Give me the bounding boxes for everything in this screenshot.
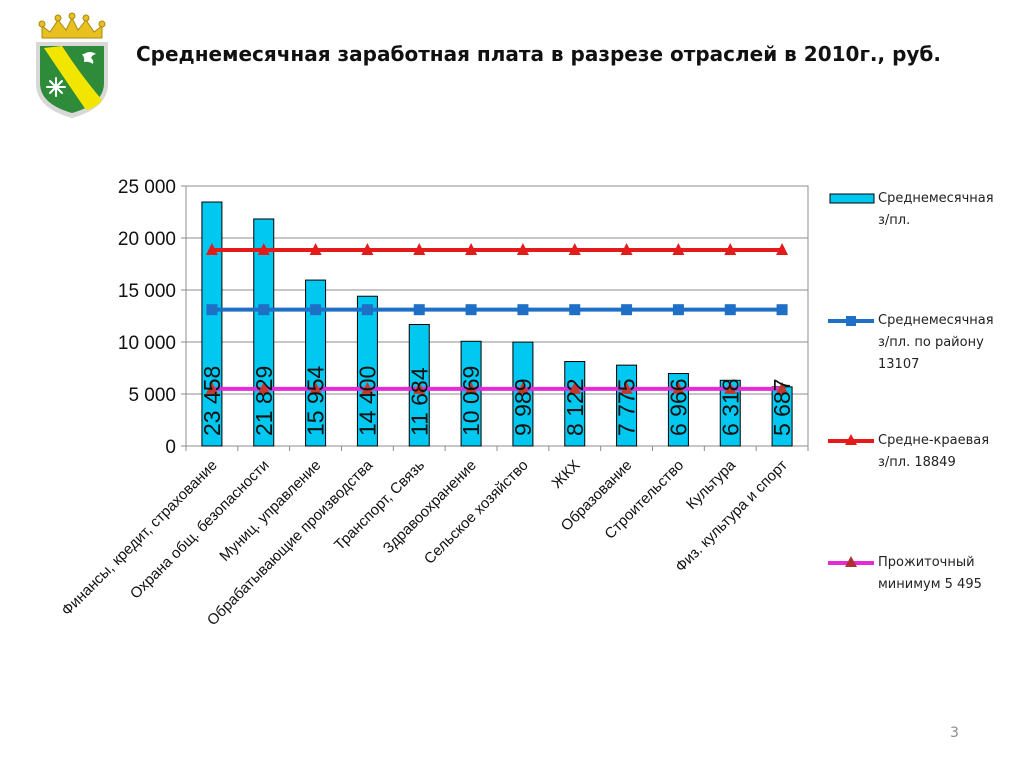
y-tick-label: 20 000	[118, 229, 176, 250]
bar-value-label: 8 122	[562, 378, 588, 436]
legend-line-triangle-swatch	[826, 552, 876, 574]
bar	[719, 379, 741, 447]
bar-value-label: 21 829	[251, 366, 277, 436]
bar-value-label: 5 687	[769, 378, 795, 436]
slide-title: Среднемесячная заработная плата в разрез…	[136, 42, 941, 66]
series-point	[413, 381, 426, 394]
legend-label-line: Среднемесячная	[878, 313, 994, 328]
legend-bar-swatch	[826, 188, 876, 210]
y-tick-label: 25 000	[118, 177, 176, 198]
bar	[512, 341, 534, 447]
series-point	[724, 381, 737, 394]
legend-label-line: Среднемесячная	[878, 191, 994, 206]
series-point	[672, 242, 685, 255]
bar-value-label: 11 684	[406, 367, 432, 436]
y-tick-label: 0	[165, 437, 176, 458]
bar-value-label: 14 400	[354, 366, 380, 436]
series-point	[205, 242, 218, 255]
series-point	[205, 381, 218, 394]
bar	[616, 364, 638, 447]
bar-value-label: 15 954	[303, 365, 329, 436]
series-point	[361, 381, 374, 394]
series-point	[620, 242, 633, 255]
coat-of-arms-icon	[28, 12, 116, 122]
plot-area	[185, 185, 809, 447]
bar	[305, 279, 327, 447]
series-point	[257, 242, 270, 255]
legend-label-line: 13107	[878, 357, 920, 372]
bar-value-label: 10 069	[458, 366, 484, 436]
series-point	[776, 381, 789, 394]
page-number: 3	[950, 725, 959, 741]
series-point	[361, 242, 374, 255]
bar-value-label: 9 989	[510, 378, 536, 436]
series-point	[465, 304, 477, 316]
bar-value-label: 6 966	[665, 378, 691, 436]
series-point	[257, 381, 270, 394]
series-point	[206, 304, 218, 316]
series-point	[724, 242, 737, 255]
series-point	[309, 381, 322, 394]
bar	[356, 295, 378, 447]
series-point	[621, 304, 633, 316]
bar	[564, 361, 586, 447]
bar-value-label: 6 318	[717, 378, 743, 436]
bar-value-label: 23 458	[199, 366, 225, 436]
series-point	[361, 304, 373, 316]
x-category-label: ЖКХ	[549, 457, 584, 492]
x-category-label: Сельское хозяйство	[421, 457, 532, 568]
bar-value-label: 7 775	[614, 378, 640, 436]
series-point	[568, 381, 581, 394]
series-point	[724, 304, 736, 316]
legend-label-line: минимум 5 495	[878, 577, 982, 592]
series-point	[516, 381, 529, 394]
series-point	[465, 381, 478, 394]
y-tick-label: 15 000	[118, 281, 176, 302]
series-point	[465, 242, 478, 255]
y-tick-label: 10 000	[118, 333, 176, 354]
legend-label-line: Средне-краевая	[878, 433, 990, 448]
bar	[201, 201, 223, 447]
y-tick-label: 5 000	[128, 385, 176, 406]
x-category-label: Муниц. управление	[216, 457, 324, 565]
bar	[667, 373, 689, 447]
legend-label-line: з/пл. по району	[878, 335, 984, 350]
series-point	[776, 242, 789, 255]
x-category-label: Здравоохранение	[380, 457, 480, 557]
series-point	[568, 242, 581, 255]
series-point	[672, 304, 684, 316]
series-point	[517, 304, 529, 316]
series-point	[310, 304, 322, 316]
x-category-label: Транспорт, Связь	[331, 457, 428, 554]
series-point	[516, 242, 529, 255]
series-point	[413, 242, 426, 255]
series-point	[258, 304, 270, 316]
legend-line-triangle-swatch	[826, 430, 876, 452]
series-point	[672, 381, 685, 394]
legend-label-line: з/пл.	[878, 213, 911, 228]
legend-label-line: з/пл. 18849	[878, 455, 956, 470]
series-point	[569, 304, 581, 316]
legend-line-square-swatch	[826, 310, 876, 332]
series-point	[413, 304, 425, 316]
series-point	[776, 304, 788, 316]
legend-label-line: Прожиточный	[878, 555, 975, 570]
series-point	[620, 381, 633, 394]
series-point	[309, 242, 322, 255]
